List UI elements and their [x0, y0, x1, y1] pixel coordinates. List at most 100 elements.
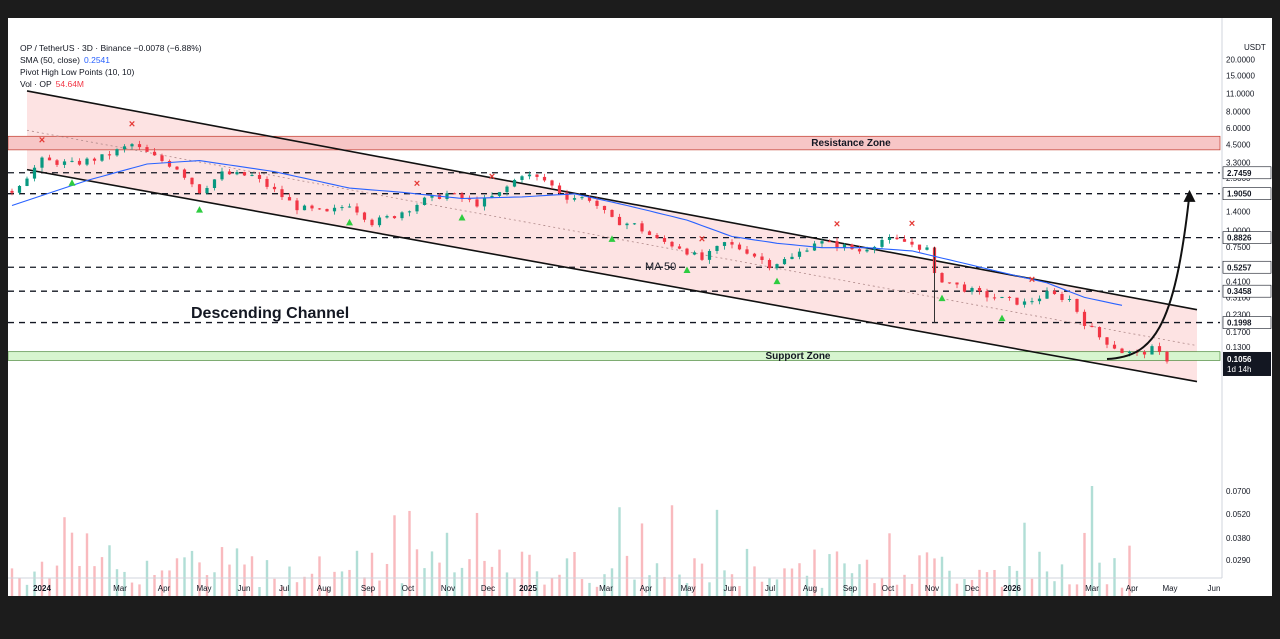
candle-body[interactable]	[752, 253, 757, 257]
candle-body[interactable]	[745, 249, 749, 254]
candle-body[interactable]	[842, 244, 847, 248]
candle-body[interactable]	[287, 197, 292, 201]
candle-body[interactable]	[107, 154, 112, 156]
candle-body[interactable]	[92, 158, 97, 161]
candle-body[interactable]	[715, 245, 719, 251]
candle-body[interactable]	[115, 149, 119, 156]
candle-body[interactable]	[662, 237, 667, 242]
candle-body[interactable]	[265, 178, 269, 187]
candle-body[interactable]	[917, 244, 922, 250]
candle-body[interactable]	[62, 161, 67, 165]
candle-body[interactable]	[55, 160, 59, 165]
candle-body[interactable]	[257, 174, 262, 179]
projection-arrow[interactable]	[1106, 193, 1191, 360]
candle-body[interactable]	[332, 207, 337, 212]
candle-body[interactable]	[730, 242, 734, 245]
candle-body[interactable]	[160, 155, 164, 161]
candle-body[interactable]	[1000, 296, 1004, 298]
candle-body[interactable]	[775, 264, 779, 269]
candle-body[interactable]	[250, 174, 254, 176]
candle-body[interactable]	[692, 252, 697, 255]
candle-body[interactable]	[317, 208, 322, 210]
candle-body[interactable]	[475, 199, 479, 207]
candle-body[interactable]	[790, 256, 794, 260]
candle-body[interactable]	[1030, 301, 1034, 303]
candle-body[interactable]	[452, 193, 457, 195]
candle-body[interactable]	[610, 210, 614, 217]
candle-body[interactable]	[1105, 337, 1109, 345]
candle-body[interactable]	[835, 241, 839, 248]
candle-body[interactable]	[175, 166, 179, 170]
candle-body[interactable]	[122, 146, 127, 150]
candle-body[interactable]	[362, 212, 367, 220]
candle-body[interactable]	[370, 219, 374, 226]
candle-body[interactable]	[40, 157, 44, 168]
candle-body[interactable]	[580, 197, 584, 199]
candle-body[interactable]	[722, 242, 727, 246]
candle-body[interactable]	[137, 144, 142, 148]
candle-body[interactable]	[992, 297, 997, 299]
candle-body[interactable]	[565, 192, 569, 200]
candle-body[interactable]	[445, 193, 449, 199]
candle-body[interactable]	[640, 223, 644, 232]
candle-body[interactable]	[1097, 327, 1102, 338]
candle-body[interactable]	[602, 205, 607, 211]
candle-body[interactable]	[985, 291, 989, 298]
candle-body[interactable]	[490, 195, 494, 198]
candle-body[interactable]	[1015, 297, 1019, 305]
candle-body[interactable]	[25, 178, 29, 186]
candle-body[interactable]	[392, 216, 397, 219]
candle-body[interactable]	[542, 176, 547, 181]
candle-body[interactable]	[625, 223, 629, 226]
candle-body[interactable]	[595, 200, 599, 206]
candle-body[interactable]	[1067, 298, 1072, 300]
candle-body[interactable]	[617, 216, 622, 226]
candle-body[interactable]	[1045, 291, 1049, 299]
candle-body[interactable]	[700, 252, 704, 260]
pivot-legend[interactable]: Pivot High Low Points (10, 10)	[20, 67, 135, 77]
candle-body[interactable]	[310, 205, 314, 209]
candle-body[interactable]	[902, 239, 907, 242]
candle-body[interactable]	[460, 193, 464, 199]
candle-body[interactable]	[647, 231, 652, 235]
candle-body[interactable]	[685, 248, 689, 255]
candle-body[interactable]	[85, 158, 89, 165]
candle-body[interactable]	[182, 169, 187, 178]
channel-upper-line[interactable]	[26, 90, 1198, 311]
candle-body[interactable]	[167, 160, 172, 167]
candle-body[interactable]	[400, 212, 404, 219]
candle-body[interactable]	[325, 209, 329, 212]
candle-body[interactable]	[32, 167, 37, 179]
symbol-line[interactable]: OP / TetherUS · 3D · Binance −0.0078 (−6…	[20, 43, 202, 53]
candle-body[interactable]	[527, 174, 532, 177]
candle-body[interactable]	[1060, 294, 1064, 300]
candle-body[interactable]	[130, 144, 134, 147]
candle-body[interactable]	[145, 147, 149, 152]
candle-body[interactable]	[497, 192, 502, 196]
candle-body[interactable]	[227, 171, 232, 175]
candle-body[interactable]	[557, 185, 562, 193]
candle-body[interactable]	[295, 200, 299, 211]
candle-body[interactable]	[550, 180, 554, 186]
candle-body[interactable]	[505, 186, 509, 193]
candle-body[interactable]	[340, 207, 344, 209]
candle-body[interactable]	[857, 249, 862, 252]
candle-body[interactable]	[1142, 352, 1147, 355]
candle-body[interactable]	[1090, 325, 1094, 328]
candle-body[interactable]	[970, 287, 974, 292]
candle-body[interactable]	[767, 259, 772, 269]
candle-body[interactable]	[1150, 346, 1154, 355]
candle-body[interactable]	[820, 241, 824, 244]
candle-body[interactable]	[962, 284, 967, 292]
candle-body[interactable]	[587, 197, 592, 201]
candle-body[interactable]	[407, 211, 412, 213]
candle-body[interactable]	[707, 250, 712, 260]
candle-body[interactable]	[272, 186, 277, 190]
candle-body[interactable]	[797, 251, 802, 257]
candle-body[interactable]	[1157, 346, 1162, 352]
candle-body[interactable]	[212, 179, 217, 189]
candle-body[interactable]	[467, 198, 472, 200]
candle-body[interactable]	[220, 171, 224, 180]
candle-body[interactable]	[947, 282, 952, 284]
candle-body[interactable]	[760, 256, 764, 260]
